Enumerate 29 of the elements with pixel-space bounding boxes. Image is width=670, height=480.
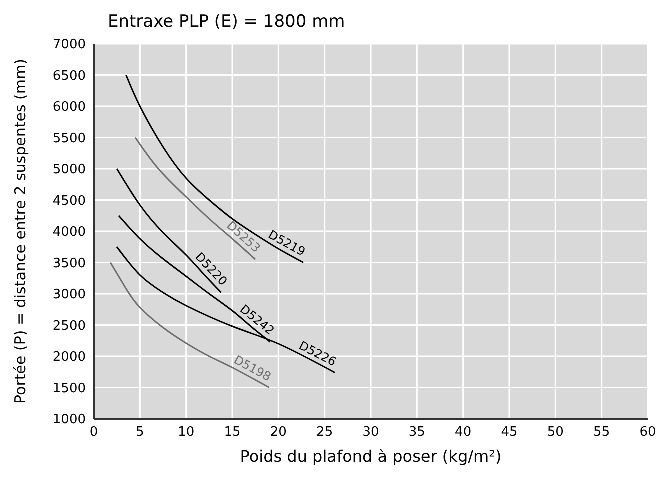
y-tick-label: 3000	[52, 288, 86, 303]
x-tick-label: 45	[501, 425, 518, 440]
y-tick-label: 6000	[52, 100, 86, 116]
y-tick-label: 1000	[52, 412, 86, 428]
x-tick-label: 15	[224, 425, 241, 440]
x-tick-label: 30	[362, 425, 380, 440]
x-tick-label: 10	[178, 425, 195, 440]
y-tick-label: 6500	[52, 68, 86, 84]
y-tick-label: 3500	[52, 256, 86, 272]
y-tick-label: 2000	[52, 350, 86, 366]
x-tick-label: 25	[316, 425, 334, 440]
x-tick-label: 55	[594, 425, 610, 440]
y-tick-label: 4500	[52, 194, 86, 209]
chart-title: Entraxe PLP (E) = 1800 mm	[108, 12, 346, 32]
y-axis-title: Portée (P) = distance entre 2 suspentes (mm)	[11, 59, 30, 404]
x-tick-label: 0	[90, 425, 98, 440]
y-tick-label: 7000	[52, 38, 86, 53]
y-tick-label: 2500	[52, 318, 86, 334]
x-tick-label: 60	[640, 425, 656, 440]
x-tick-label: 35	[408, 425, 426, 440]
x-tick-label: 40	[455, 425, 472, 440]
y-tick-label: 4000	[52, 225, 86, 240]
y-tick-label: 5000	[52, 162, 86, 178]
y-tick-label: 1500	[52, 381, 86, 396]
x-tick-label: 5	[136, 425, 144, 440]
x-axis-title: Poids du plafond à poser (kg/m²)	[240, 447, 502, 466]
x-tick-label: 50	[547, 425, 564, 440]
y-tick-label: 5500	[52, 131, 86, 146]
x-tick-label: 20	[270, 425, 287, 440]
